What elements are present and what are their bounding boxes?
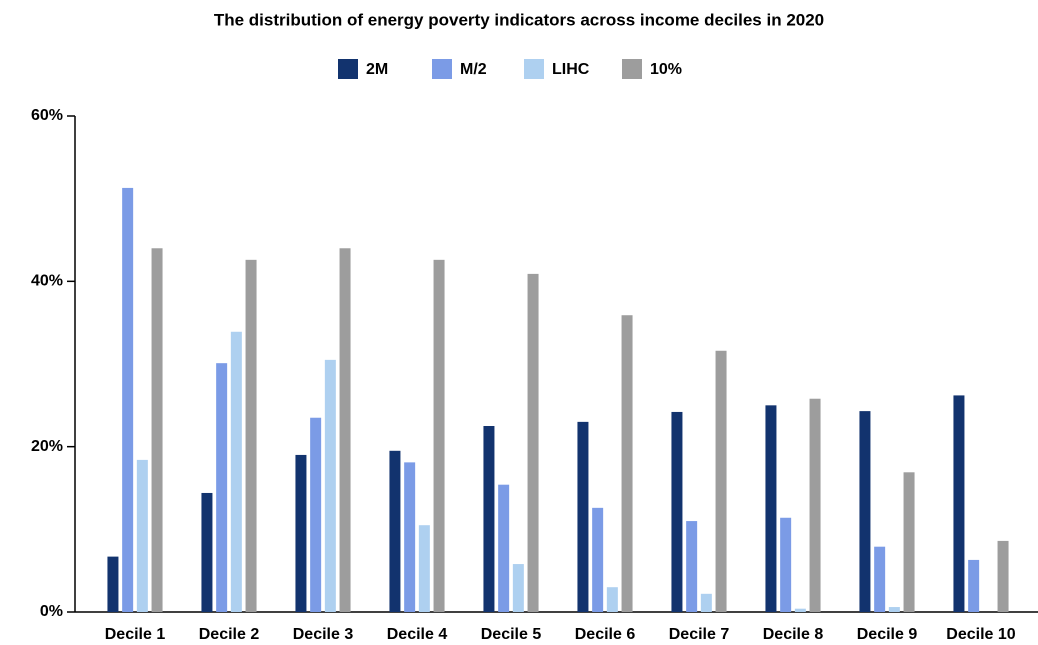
bar [953, 395, 965, 612]
bar [151, 248, 163, 612]
x-tick-label: Decile 4 [387, 626, 448, 643]
y-tick-label: 20% [31, 438, 63, 455]
x-tick-label: Decile 9 [857, 626, 918, 643]
y-tick-label: 60% [31, 107, 63, 124]
bar [107, 556, 119, 612]
legend-label: 2M [366, 61, 388, 78]
bar [418, 525, 430, 612]
chart-title: The distribution of energy poverty indic… [214, 10, 824, 29]
bar [389, 450, 401, 612]
bar [216, 363, 228, 612]
x-tick-label: Decile 5 [481, 626, 542, 643]
bar [592, 507, 604, 612]
legend-swatch [524, 59, 544, 79]
bar [136, 459, 148, 612]
y-tick-label: 40% [31, 273, 63, 290]
bar [483, 426, 495, 612]
bar [888, 607, 900, 612]
bar [577, 421, 589, 612]
bar [671, 411, 683, 612]
bar [310, 417, 322, 612]
bar [527, 273, 539, 612]
legend-label: 10% [650, 61, 682, 78]
x-tick-label: Decile 10 [946, 626, 1015, 643]
bar [404, 462, 416, 612]
bar [512, 564, 524, 612]
bar [339, 248, 351, 612]
x-tick-label: Decile 7 [669, 626, 730, 643]
bar [295, 454, 307, 612]
bar [122, 187, 134, 613]
bar [997, 540, 1009, 612]
bar [245, 259, 257, 612]
bar [230, 331, 242, 612]
x-tick-label: Decile 2 [199, 626, 260, 643]
bar [794, 608, 806, 612]
bar [968, 559, 980, 612]
bar [433, 259, 445, 612]
bar [809, 398, 821, 612]
x-tick-label: Decile 8 [763, 626, 824, 643]
bar [859, 411, 871, 612]
bar [765, 405, 777, 612]
y-tick-label: 0% [40, 603, 63, 620]
bar [780, 517, 792, 612]
bar [201, 492, 213, 612]
bar [621, 315, 633, 612]
bar [606, 587, 618, 612]
legend-swatch [432, 59, 452, 79]
legend-swatch [338, 59, 358, 79]
bar [686, 521, 698, 612]
legend-swatch [622, 59, 642, 79]
x-tick-label: Decile 6 [575, 626, 636, 643]
x-tick-label: Decile 1 [105, 626, 166, 643]
x-tick-label: Decile 3 [293, 626, 354, 643]
legend-label: LIHC [552, 61, 590, 78]
bar [324, 359, 336, 612]
bar [498, 484, 510, 612]
legend-label: M/2 [460, 61, 487, 78]
bar [715, 350, 727, 612]
bar [700, 593, 712, 612]
bar [874, 546, 886, 612]
bar [903, 472, 915, 612]
